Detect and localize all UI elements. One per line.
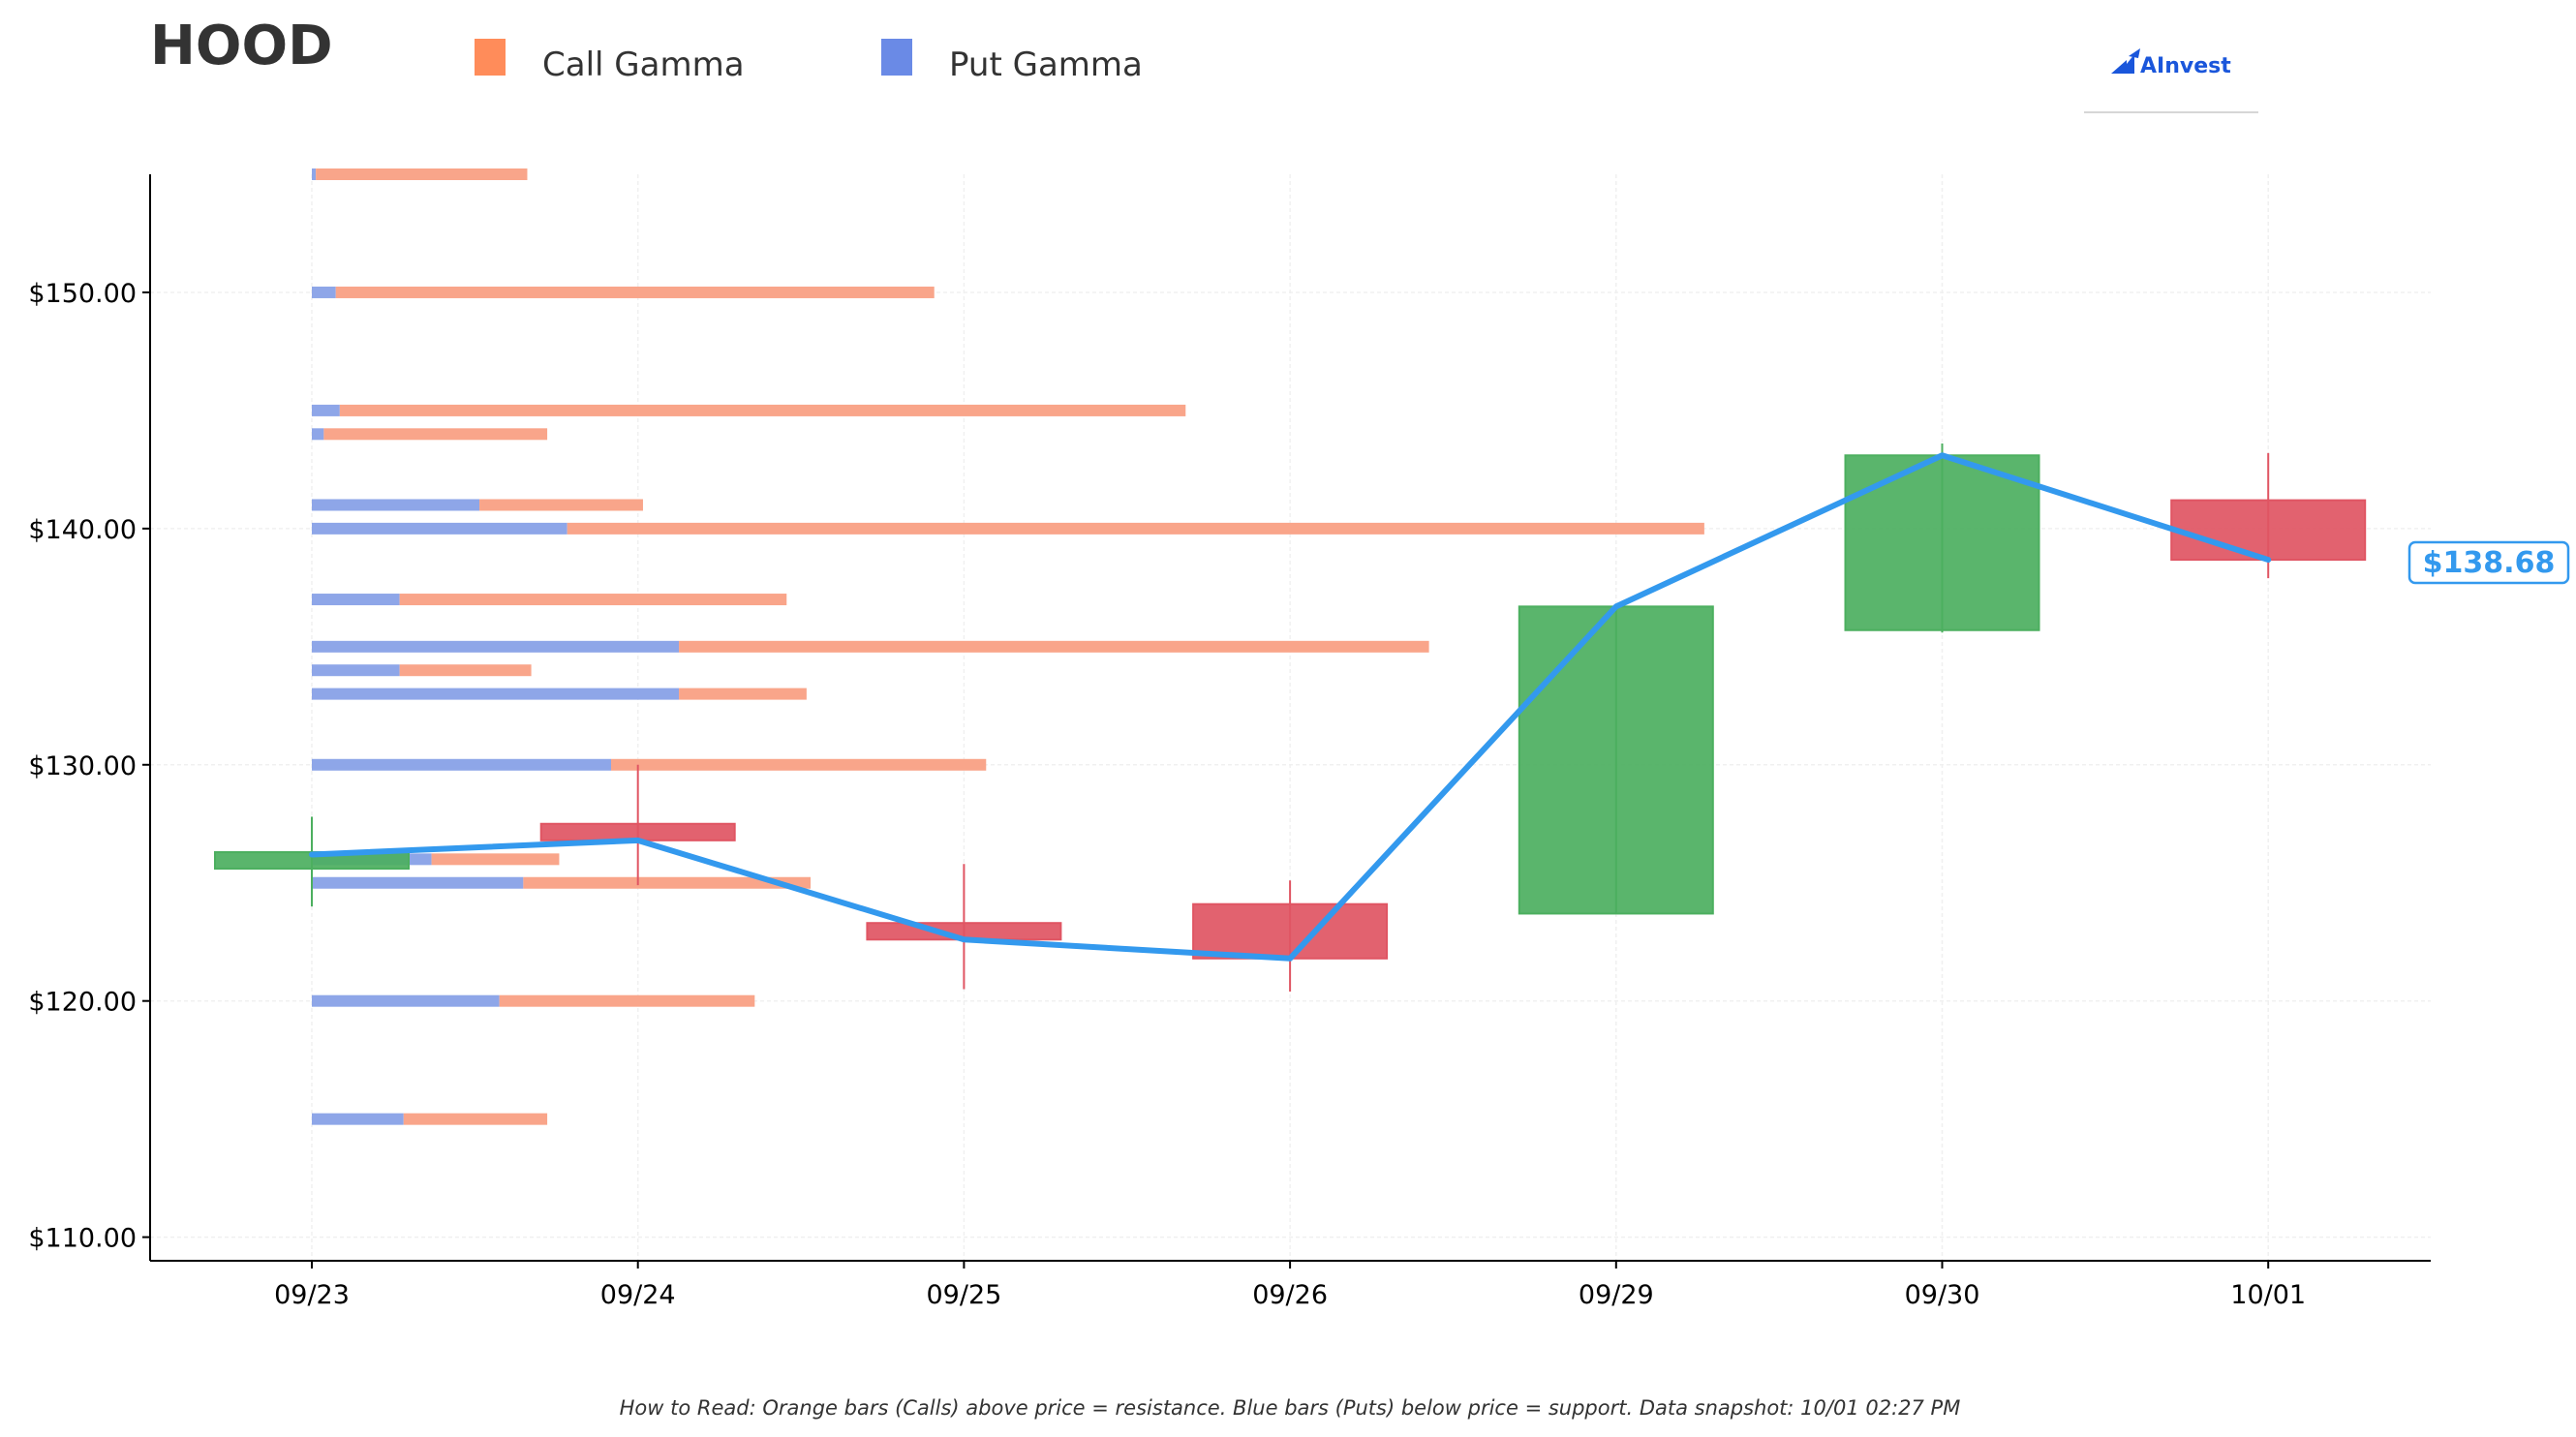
x-tick-label: 09/26 <box>1252 1280 1328 1310</box>
last-price-badge-box <box>2407 540 2570 585</box>
x-tick-label: 09/25 <box>926 1280 1001 1310</box>
y-tick-label: $130.00 <box>28 751 137 781</box>
gamma-bars <box>312 168 1704 1125</box>
call-gamma-bar <box>339 404 1186 416</box>
put-gamma-bar <box>312 688 680 700</box>
call-gamma-bar <box>323 428 548 441</box>
last-price-label: $138.68 <box>2423 546 2556 580</box>
put-gamma-bar <box>312 876 524 889</box>
last-price-badge: $138.68 <box>2407 540 2570 585</box>
ainvest-logo-icon <box>2111 48 2140 74</box>
put-gamma-bar <box>312 428 324 441</box>
call-gamma-bar <box>399 664 532 677</box>
call-gamma-bar <box>479 499 643 511</box>
grid <box>150 174 2431 1261</box>
y-tick-label: $110.00 <box>28 1224 137 1254</box>
y-axis-ticks: $110.00 $120.00 $130.00 $140.00 $150.00 <box>28 279 150 1254</box>
put-gamma-bar <box>312 758 611 771</box>
put-gamma-bar <box>312 168 317 180</box>
call-gamma-bar <box>403 1113 548 1125</box>
x-tick-label: 09/23 <box>274 1280 350 1310</box>
y-tick-label: $120.00 <box>28 988 137 1018</box>
call-gamma-bar <box>335 286 935 298</box>
put-gamma-bar <box>312 1113 404 1125</box>
y-tick-label: $140.00 <box>28 515 137 545</box>
call-gamma-bar <box>679 640 1429 653</box>
put-gamma-bar <box>312 640 680 653</box>
call-gamma-bar <box>399 594 787 606</box>
price-line-group <box>309 452 2272 962</box>
put-gamma-bar <box>312 286 336 298</box>
x-tick-label: 09/24 <box>600 1280 676 1310</box>
put-gamma-legend-label: Put Gamma <box>949 46 1143 84</box>
put-gamma-bar <box>312 664 400 677</box>
put-gamma-bar <box>312 522 567 535</box>
brand-name: AInvest <box>2140 54 2231 78</box>
brand-logo: AInvest <box>2084 48 2258 113</box>
y-tick-label: $150.00 <box>28 279 137 309</box>
call-gamma-bar <box>679 688 807 700</box>
put-gamma-legend-swatch <box>881 39 912 76</box>
x-tick-label: 10/01 <box>2230 1280 2306 1310</box>
call-gamma-bar <box>611 758 987 771</box>
put-gamma-bar <box>312 404 340 416</box>
call-gamma-bar <box>431 853 560 866</box>
x-axis-ticks: 09/23 09/24 09/25 09/26 09/29 09/30 10/01 <box>274 1261 2306 1310</box>
call-gamma-legend-swatch <box>475 39 506 76</box>
chart-title: HOOD <box>150 15 333 77</box>
candlesticks <box>214 443 2367 992</box>
x-tick-label: 09/30 <box>1905 1280 1980 1310</box>
call-gamma-legend-label: Call Gamma <box>542 46 745 84</box>
call-gamma-bar <box>567 522 1704 535</box>
put-gamma-bar <box>312 994 500 1007</box>
legend: Call Gamma Put Gamma <box>475 39 1143 84</box>
x-tick-label: 09/29 <box>1579 1280 1654 1310</box>
put-gamma-bar <box>312 499 480 511</box>
footer-note: How to Read: Orange bars (Calls) above p… <box>620 1396 1961 1420</box>
call-gamma-bar <box>499 994 755 1007</box>
call-gamma-bar <box>316 168 528 180</box>
put-gamma-bar <box>312 594 400 606</box>
price-line <box>309 452 2272 962</box>
call-gamma-bar <box>523 876 811 889</box>
